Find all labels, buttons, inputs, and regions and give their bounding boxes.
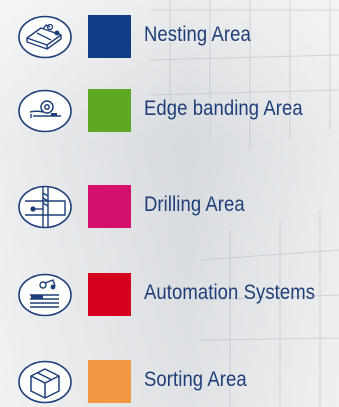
- legend-item-nesting: Nesting Area: [0, 12, 339, 62]
- sorting-box-icon: [18, 360, 72, 404]
- edge-banding-icon: [18, 89, 72, 133]
- nesting-label: Nesting Area: [144, 23, 251, 46]
- edge-banding-color-swatch: [88, 89, 131, 132]
- sorting-color-swatch: [88, 360, 131, 403]
- automation-label: Automation Systems: [144, 281, 316, 304]
- nesting-machine-icon: [18, 15, 72, 59]
- nesting-color-swatch: [88, 15, 131, 58]
- legend-item-sorting: Sorting Area: [0, 357, 339, 407]
- legend-item-edge-banding: Edge banding Area: [0, 86, 339, 136]
- drilling-color-swatch: [88, 185, 131, 228]
- automation-icon: [18, 273, 72, 317]
- edge-banding-label: Edge banding Area: [144, 97, 303, 120]
- legend-item-automation: Automation Systems: [0, 270, 339, 320]
- drilling-label: Drilling Area: [144, 193, 245, 216]
- automation-color-swatch: [88, 273, 131, 316]
- sorting-label: Sorting Area: [144, 368, 247, 391]
- drilling-icon: [18, 185, 72, 229]
- legend-item-drilling: Drilling Area: [0, 182, 339, 232]
